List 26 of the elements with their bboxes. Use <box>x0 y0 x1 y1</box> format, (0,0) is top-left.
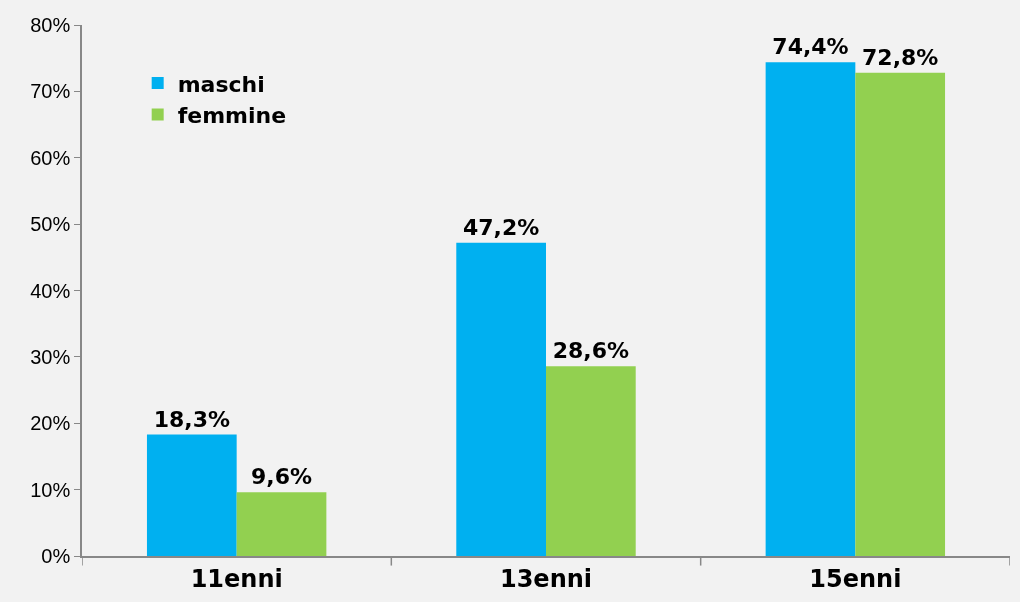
data-label: 9,6% <box>251 464 313 490</box>
data-label: 47,2% <box>462 214 540 240</box>
x-tick-label: 11enni <box>190 564 283 593</box>
bar <box>456 242 546 556</box>
data-label: 72,8% <box>862 44 939 70</box>
legend-label: femmine <box>177 103 287 129</box>
x-tick-label: 15enni <box>809 564 902 593</box>
y-tick-label: 60% <box>30 146 71 169</box>
y-tick-label: 20% <box>30 412 71 435</box>
data-label: 28,6% <box>552 338 630 364</box>
bar <box>546 366 636 556</box>
data-label: 74,4% <box>772 34 849 60</box>
data-label: 18,3% <box>153 406 230 432</box>
bar <box>855 72 946 556</box>
y-tick-label: 40% <box>30 279 71 302</box>
y-tick-label: 10% <box>30 478 71 501</box>
y-tick-label: 80% <box>30 14 71 36</box>
y-tick-label: 30% <box>30 345 71 368</box>
y-tick-label: 0% <box>41 545 71 567</box>
bar <box>765 62 856 556</box>
y-tick-label: 70% <box>30 80 71 103</box>
bar <box>236 492 327 556</box>
x-tick-label: 13enni <box>499 564 593 593</box>
bar <box>146 434 237 556</box>
legend-label: maschi <box>177 71 265 97</box>
y-tick-label: 50% <box>30 213 71 236</box>
